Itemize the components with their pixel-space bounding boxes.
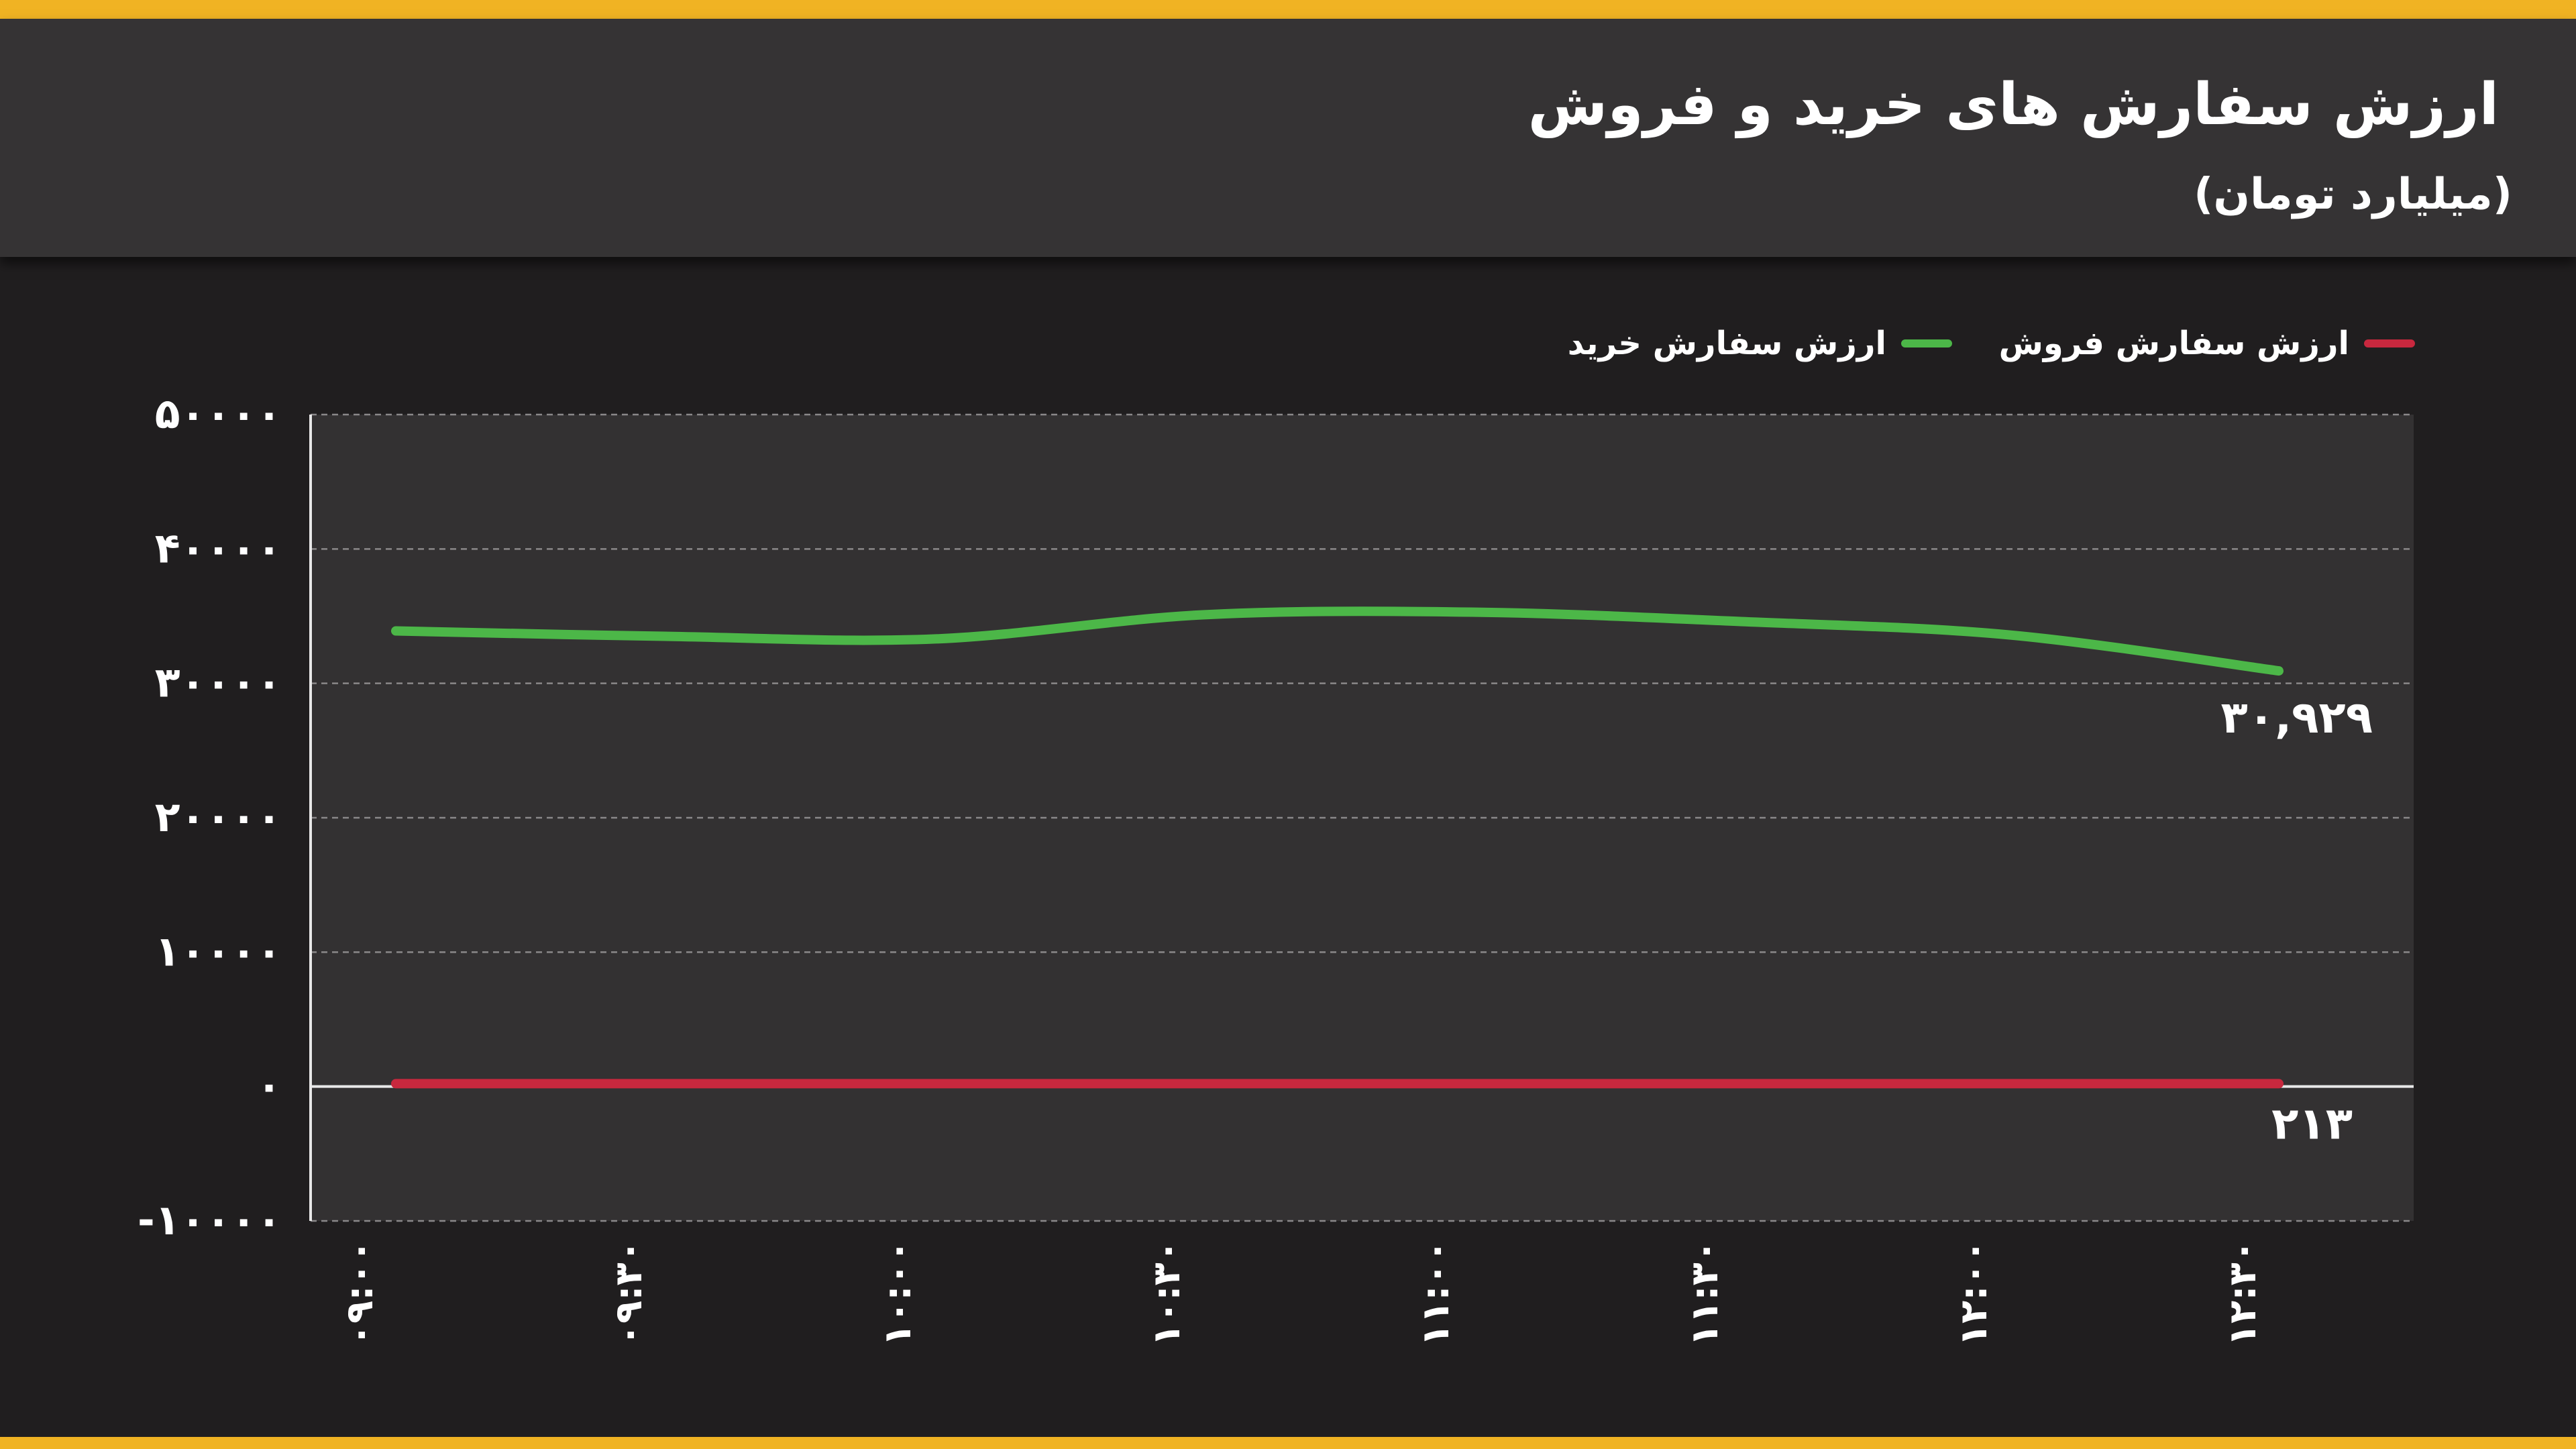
y-tick-label: -۱۰۰۰۰ bbox=[138, 1195, 282, 1244]
x-tick-label: ۰۹:۰۰ bbox=[338, 1240, 382, 1346]
bottom-accent-bar bbox=[0, 1437, 2576, 1449]
legend-buy: ارزش سفارش خرید bbox=[1568, 320, 1952, 367]
header-panel: ارزش سفارش های خرید و فروش (میلیارد توما… bbox=[0, 19, 2576, 257]
legend-sell-label: ارزش سفارش فروش bbox=[1998, 325, 2349, 362]
y-tick-label: ۴۰۰۰۰ bbox=[155, 523, 282, 572]
y-tick-label: ۲۰۰۰۰ bbox=[155, 792, 282, 841]
x-tick-label: ۱۲:۳۰ bbox=[2221, 1240, 2265, 1346]
x-tick-label: ۱۱:۰۰ bbox=[1414, 1240, 1458, 1346]
y-tick-label: ۵۰۰۰۰ bbox=[155, 389, 282, 438]
chart-subtitle: (میلیارد تومان) bbox=[2194, 170, 2512, 219]
legend-sell: ارزش سفارش فروش bbox=[1999, 320, 2415, 367]
x-tick-label: ۰۹:۳۰ bbox=[607, 1240, 651, 1346]
y-tick-label: ۳۰۰۰۰ bbox=[155, 658, 282, 707]
legend-sell-swatch bbox=[2364, 339, 2415, 347]
legend-buy-swatch bbox=[1901, 339, 1952, 347]
annotation-buy-last: ۳۰,۹۲۹ bbox=[2221, 692, 2373, 743]
series-line-buy bbox=[391, 606, 2284, 676]
top-accent-bar bbox=[0, 0, 2576, 19]
legend-buy-label: ارزش سفارش خرید bbox=[1567, 325, 1886, 362]
y-tick-label: ۱۰۰۰۰ bbox=[155, 926, 282, 975]
x-tick-label: ۱۰:۳۰ bbox=[1145, 1240, 1189, 1346]
x-tick-label: ۱۱:۳۰ bbox=[1683, 1240, 1727, 1346]
x-tick-label: ۱۲:۰۰ bbox=[1952, 1240, 1996, 1346]
annotation-sell-last: ۲۱۳ bbox=[2271, 1097, 2353, 1149]
y-tick-label: ۰ bbox=[256, 1061, 282, 1110]
x-tick-label: ۱۰:۰۰ bbox=[876, 1240, 920, 1346]
chart-title: ارزش سفارش های خرید و فروش bbox=[1527, 71, 2499, 138]
